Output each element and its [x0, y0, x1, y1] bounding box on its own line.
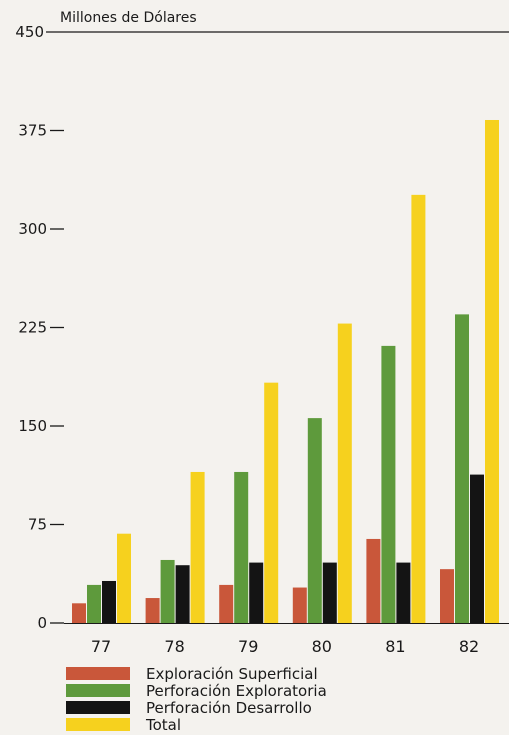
y-tick-label: 375 [18, 122, 47, 140]
x-tick-label: 82 [459, 637, 479, 656]
bar [337, 323, 352, 623]
x-tick-label: 77 [91, 637, 111, 656]
x-tick-label: 78 [164, 637, 184, 656]
legend-label: Total [145, 716, 181, 734]
legend-swatch [66, 667, 130, 680]
bar [175, 565, 190, 623]
bar [87, 584, 101, 623]
bar [249, 562, 264, 623]
bar [440, 569, 454, 623]
bar [411, 194, 426, 623]
y-tick-label: 225 [18, 319, 47, 337]
bar [219, 584, 234, 623]
x-tick-label: 80 [312, 637, 332, 656]
bar [117, 533, 131, 623]
bar [190, 471, 205, 623]
bar [160, 559, 175, 623]
y-axis-label: Millones de Dólares [60, 10, 197, 26]
bar [307, 418, 322, 623]
bar [485, 119, 499, 623]
bar [322, 562, 337, 623]
x-ticks-group: 77 78 79 80 81 82 [91, 637, 479, 656]
bar [145, 598, 160, 623]
legend-swatch [66, 684, 130, 697]
y-tick-label: 300 [18, 220, 47, 238]
axis-group: 0 75 150 225 300 375 450 [15, 23, 509, 632]
bar [102, 580, 116, 623]
legend-swatch [66, 718, 130, 731]
legend-label: Perforación Desarrollo [146, 699, 312, 717]
legend-swatch [66, 701, 130, 714]
legend-label: Exploración Superficial [146, 665, 318, 683]
x-tick-label: 81 [385, 637, 405, 656]
bars-group [72, 119, 499, 623]
y-tick-label: 450 [15, 23, 44, 41]
x-tick-label: 79 [238, 637, 258, 656]
bar [470, 474, 484, 623]
y-tick-label: 75 [28, 516, 47, 534]
bar [292, 587, 307, 623]
y-tick-label: 0 [37, 614, 47, 632]
bar [381, 345, 396, 623]
bar [455, 314, 469, 623]
legend-label: Perforación Exploratoria [146, 682, 327, 700]
bar [234, 471, 249, 623]
bar [72, 603, 86, 623]
bar [366, 538, 381, 623]
y-tick-label: 150 [18, 417, 47, 435]
bar [264, 382, 279, 623]
bar [396, 562, 411, 623]
